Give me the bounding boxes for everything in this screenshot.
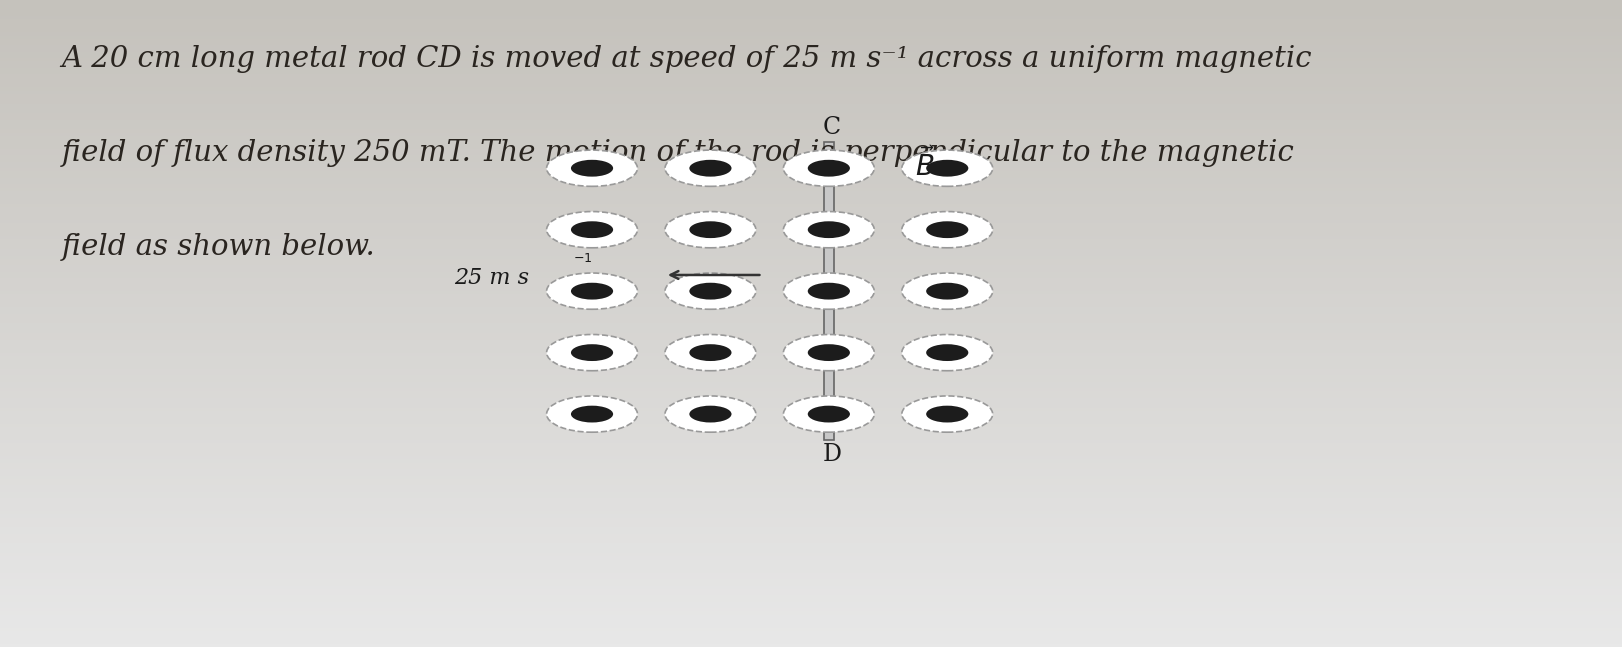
- Circle shape: [926, 344, 968, 361]
- Circle shape: [665, 150, 756, 186]
- Circle shape: [783, 334, 874, 371]
- Text: $\vec{B}$: $\vec{B}$: [915, 148, 934, 182]
- Text: D: D: [822, 443, 842, 466]
- Circle shape: [665, 396, 756, 432]
- Circle shape: [926, 221, 968, 238]
- Circle shape: [926, 406, 968, 422]
- Text: A 20 cm long metal rod CD is moved at speed of 25 m s⁻¹ across a uniform magneti: A 20 cm long metal rod CD is moved at sp…: [62, 45, 1312, 73]
- Circle shape: [547, 396, 637, 432]
- Circle shape: [665, 334, 756, 371]
- Circle shape: [547, 150, 637, 186]
- Circle shape: [665, 273, 756, 309]
- Circle shape: [689, 283, 732, 300]
- Circle shape: [808, 406, 850, 422]
- Text: 25 m s: 25 m s: [454, 267, 529, 289]
- Circle shape: [571, 344, 613, 361]
- Circle shape: [665, 212, 756, 248]
- Circle shape: [808, 283, 850, 300]
- Circle shape: [689, 344, 732, 361]
- Text: C: C: [822, 116, 842, 139]
- Circle shape: [783, 212, 874, 248]
- Circle shape: [547, 212, 637, 248]
- Circle shape: [808, 221, 850, 238]
- Circle shape: [902, 273, 993, 309]
- Bar: [824, 142, 834, 440]
- Circle shape: [783, 150, 874, 186]
- Circle shape: [902, 396, 993, 432]
- Circle shape: [783, 273, 874, 309]
- Circle shape: [571, 283, 613, 300]
- Circle shape: [571, 221, 613, 238]
- Text: field as shown below.: field as shown below.: [62, 233, 375, 261]
- Circle shape: [902, 334, 993, 371]
- Circle shape: [926, 283, 968, 300]
- Circle shape: [689, 160, 732, 177]
- Circle shape: [547, 273, 637, 309]
- Circle shape: [926, 160, 968, 177]
- Circle shape: [547, 334, 637, 371]
- Circle shape: [571, 406, 613, 422]
- Circle shape: [783, 396, 874, 432]
- Circle shape: [808, 160, 850, 177]
- Circle shape: [902, 212, 993, 248]
- Text: $^{-1}$: $^{-1}$: [573, 254, 592, 272]
- Circle shape: [902, 150, 993, 186]
- Circle shape: [571, 160, 613, 177]
- Circle shape: [689, 221, 732, 238]
- Circle shape: [689, 406, 732, 422]
- Circle shape: [808, 344, 850, 361]
- Text: field of flux density 250 mT. The motion of the rod is perpendicular to the magn: field of flux density 250 mT. The motion…: [62, 139, 1294, 167]
